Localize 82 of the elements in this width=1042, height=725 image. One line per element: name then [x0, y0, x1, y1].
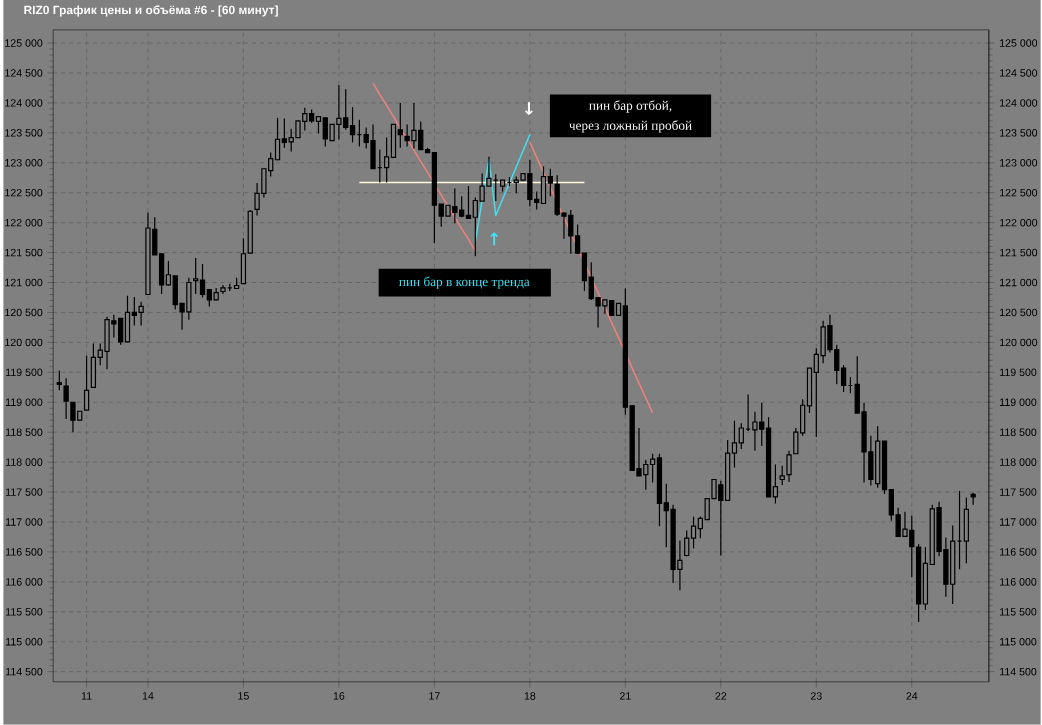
- x-tick-label: 23: [810, 692, 822, 700]
- candlestick: [56, 370, 62, 392]
- y2-tick-label: 124 500: [1000, 69, 1038, 77]
- candlestick: [738, 422, 744, 450]
- candlestick: [574, 224, 581, 255]
- y-tick-label: 117 000: [6, 518, 43, 526]
- x-tick-label: 16: [333, 692, 345, 700]
- y2-tick-label: 123 500: [1000, 129, 1038, 137]
- y-tick-label: 116 000: [6, 578, 43, 586]
- y-tick-label: 125 000: [5, 39, 43, 47]
- annotation: через ложный пробой: [569, 120, 692, 133]
- y2-tick-label: 118 000: [1000, 458, 1037, 467]
- y2-tick-label: 122 500: [1000, 189, 1038, 197]
- chart-title: RIZ0 График цены и объёма #6 - [60 минут]: [24, 5, 278, 17]
- y2-tick-label: 119 000: [1000, 398, 1037, 407]
- candlestick: [772, 464, 779, 505]
- x-tick-label: 18: [524, 692, 536, 700]
- y-tick-label: 123 500: [5, 129, 43, 137]
- x-tick-label: 21: [619, 692, 631, 700]
- annotation: пин бар отбой,: [589, 100, 672, 113]
- candlestick: [786, 450, 792, 483]
- x-tick-label: 14: [142, 692, 154, 700]
- candlestick: [274, 117, 281, 162]
- line-series: [372, 82, 477, 252]
- x-tick-label: 11: [81, 692, 92, 700]
- candlestick: [547, 168, 553, 198]
- y2-tick-label: 114 500: [1000, 668, 1037, 676]
- y-tick-label: 115 500: [6, 608, 43, 616]
- y-tick-label: 124 000: [5, 99, 43, 107]
- y-tick-label: 122 000: [5, 219, 43, 227]
- candlestick: [397, 102, 403, 149]
- y2-tick-label: 117 500: [1000, 488, 1037, 496]
- y-tick-label: 117 500: [6, 488, 43, 496]
- annotation: ↑: [490, 232, 499, 246]
- candlestick: [779, 465, 785, 486]
- y2-tick-label: 119 500: [1000, 368, 1037, 377]
- candlestick: [384, 137, 390, 184]
- y-tick-label: 124 500: [5, 69, 43, 77]
- y2-tick-label: 118 500: [1000, 428, 1037, 437]
- y2-tick-label: 121 500: [1000, 248, 1038, 257]
- candlestick: [684, 529, 690, 557]
- y2-tick-label: 121 000: [1000, 278, 1038, 287]
- y2-tick-label: 115 500: [1000, 608, 1037, 616]
- y-tick-label: 121 000: [5, 278, 43, 287]
- candlestick: [465, 185, 472, 220]
- y-tick-label: 119 000: [6, 398, 43, 407]
- y-tick-label: 121 500: [5, 248, 43, 257]
- y2-tick-label: 115 000: [1000, 638, 1037, 646]
- y2-tick-label: 120 500: [1000, 308, 1038, 317]
- candlestick: [165, 260, 172, 287]
- y2-tick-label: 123 000: [1000, 159, 1038, 167]
- y2-tick-label: 116 000: [1000, 578, 1037, 586]
- y2-tick-label: 116 500: [1000, 548, 1037, 556]
- y-tick-label: 118 500: [6, 428, 43, 437]
- y-tick-label: 120 000: [5, 338, 43, 347]
- y-tick-label: 119 500: [6, 368, 43, 377]
- candlestick: [193, 257, 199, 295]
- candlestick: [731, 420, 738, 469]
- y-tick-label: 120 500: [5, 308, 43, 317]
- candlestick: [63, 377, 69, 420]
- y2-tick-label: 122 000: [1000, 219, 1038, 227]
- candlestick: [199, 263, 206, 299]
- candlestick: [349, 106, 356, 144]
- y2-tick-label: 117 000: [1000, 518, 1037, 526]
- annotation: пин бар в конце тренда: [399, 276, 530, 290]
- y2-tick-label: 124 000: [1000, 99, 1038, 107]
- candlestick: [690, 516, 697, 550]
- x-tick-label: 22: [715, 692, 727, 700]
- y-tick-label: 114 500: [6, 668, 43, 676]
- x-tick-label: 24: [906, 692, 918, 700]
- candlestick: [840, 364, 847, 393]
- y-tick-label: 115 000: [6, 638, 43, 646]
- y-tick-label: 116 500: [6, 548, 43, 556]
- y2-tick-label: 125 000: [1000, 39, 1038, 47]
- y-tick-label: 118 000: [6, 458, 43, 467]
- candlestick: [83, 355, 90, 411]
- annotation: ↓: [525, 102, 533, 115]
- x-tick-label: 17: [429, 692, 440, 700]
- x-tick-label: 15: [238, 692, 249, 700]
- y-tick-label: 123 000: [5, 159, 43, 167]
- y2-tick-label: 120 000: [1000, 338, 1038, 347]
- y-tick-label: 122 500: [5, 189, 43, 197]
